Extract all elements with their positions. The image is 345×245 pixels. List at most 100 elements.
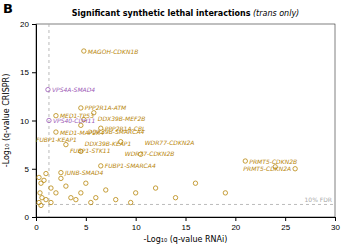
point (37, 175, 41, 179)
tick-mark (32, 169, 36, 170)
point (49, 200, 53, 204)
tick-label: 15 (182, 223, 191, 232)
tick: 15 (20, 68, 36, 77)
title-italic: (trans only) (250, 9, 299, 18)
point (114, 197, 118, 201)
tick-label: 30 (331, 223, 340, 232)
x-axis-title: -Log₁₀ (q-value RNAi) (144, 235, 228, 244)
point (54, 130, 58, 134)
point (59, 176, 63, 180)
point (128, 200, 132, 204)
point (84, 181, 88, 185)
point (223, 191, 227, 195)
point-label: VPS40-CDH11 (53, 117, 95, 124)
tick: 10 (20, 117, 36, 126)
point (49, 186, 53, 190)
tick-mark (32, 121, 36, 122)
title: Significant synthetic lethal interaction… (72, 9, 300, 18)
tick-mark (32, 72, 36, 73)
tick-mark (285, 217, 286, 221)
y-axis-title: -Log₁₀ (q-value CRISPR) (2, 74, 11, 167)
tick-mark (136, 217, 137, 221)
point-label: DDX39B-MEF2B (98, 115, 146, 122)
tick-mark (235, 217, 236, 221)
point-label: DDX39B-KEAP1 (85, 140, 131, 147)
point-label: PRMT5-CDKN2B (249, 158, 297, 165)
point (46, 87, 50, 91)
point (99, 164, 103, 168)
point (82, 49, 86, 53)
tick-label: 25 (281, 223, 290, 232)
y-axis: 0 5 10 15 20 (20, 20, 36, 222)
point (153, 186, 157, 190)
point (74, 197, 78, 201)
point (173, 196, 177, 200)
point (47, 118, 51, 122)
title-bold: Significant synthetic lethal interaction… (72, 9, 251, 18)
point (59, 170, 63, 174)
point-label: MED1-MAP2K4 (60, 129, 104, 136)
point-label: PPP2R1A-CBL (105, 125, 146, 132)
point (64, 142, 68, 146)
point-label: MAGOH-CDKN1B (88, 48, 139, 55)
point (133, 191, 137, 195)
tick: 30 (331, 217, 340, 232)
tick-mark (86, 217, 87, 221)
point-label: WDR77-CDKN2B (125, 150, 175, 157)
tick: 0 (34, 217, 39, 232)
reference-line (36, 204, 335, 205)
tick-label: 20 (231, 223, 240, 232)
point (69, 196, 73, 200)
point (89, 200, 93, 204)
point-label: VPS4A-SMAD4 (52, 86, 95, 93)
labels: 10% FDRMAGOH-CDKN1BVPS4A-SMAD4MED1-TP53P… (36, 48, 332, 204)
chart: 05101520253005101520-Log₁₀ (q-value RNAi… (0, 0, 345, 245)
plot-frame (36, 24, 335, 217)
point-label: JUNB-SMAD4 (64, 169, 104, 177)
panel-label: B (3, 1, 13, 16)
point (44, 171, 48, 175)
tick: 10 (132, 217, 141, 232)
point (54, 191, 58, 195)
tick: 15 (182, 217, 191, 232)
point-label: WDR77-CDKN2A (145, 139, 195, 146)
tick: 20 (20, 20, 36, 29)
point-label: FUBP1-KEAP1 (36, 136, 77, 143)
tick-label: 10 (132, 223, 141, 232)
point-label: PPP2R1A-ATM (85, 104, 127, 111)
tick-label: 5 (25, 165, 30, 174)
x-axis: 0 5 10 15 20 25 30 (34, 217, 340, 232)
axis-line (37, 218, 336, 222)
plot-area (36, 24, 335, 217)
point (193, 181, 197, 185)
tick: 0 (25, 213, 36, 222)
tick-label: 0 (34, 223, 39, 232)
tick-label: 5 (84, 223, 89, 232)
point-label: FUBP1-STK11 (70, 147, 111, 154)
tick-mark (186, 217, 187, 221)
point (94, 196, 98, 200)
tick-label: 20 (20, 20, 29, 29)
tick-mark (335, 217, 336, 221)
point-label: PRMT5-CDKN2A (243, 165, 291, 172)
point (38, 191, 42, 195)
tick: 20 (231, 217, 240, 232)
tick-label: 10 (20, 117, 29, 126)
point (293, 167, 297, 171)
point-label: FUBP1-SMARCA4 (105, 162, 156, 169)
point (243, 159, 247, 163)
tick: 5 (84, 217, 89, 232)
tick-label: 15 (20, 68, 29, 77)
tick-mark (32, 217, 36, 218)
point (79, 106, 83, 110)
point (104, 188, 108, 192)
point (39, 203, 43, 207)
point (42, 178, 46, 182)
tick: 25 (281, 217, 290, 232)
point (44, 197, 48, 201)
tick-label: 0 (25, 213, 30, 222)
tick-mark (32, 24, 36, 25)
tick: 5 (25, 165, 36, 174)
reference-label: 10% FDR (305, 196, 332, 203)
point (64, 184, 68, 188)
